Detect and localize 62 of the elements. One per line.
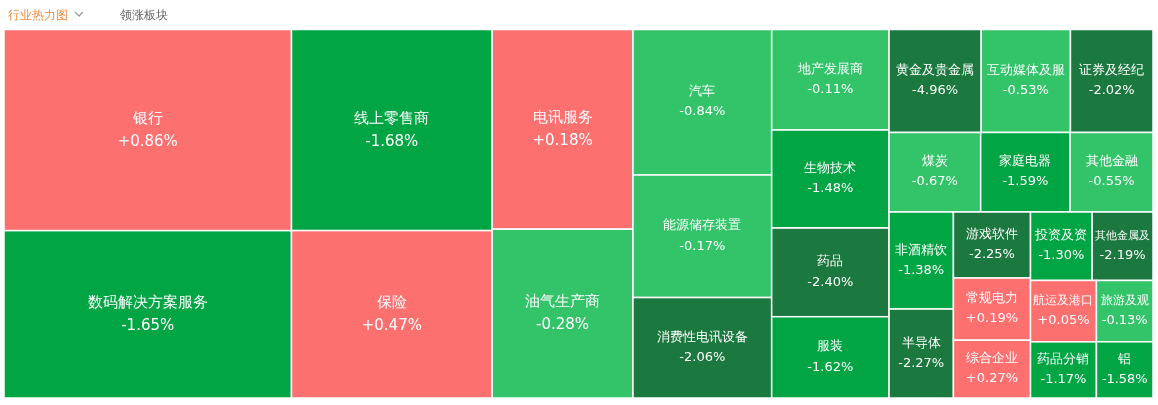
- data-label: +0.19%: [965, 310, 1019, 326]
- category-label: 数码解决方案服务: [87, 292, 208, 311]
- category-label: 半导体: [901, 334, 941, 350]
- category-label: 地产发展商: [796, 60, 863, 76]
- data-label: -1.38%: [898, 261, 945, 277]
- category-label: 证券及经纪: [1079, 62, 1145, 78]
- data-label: +0.86%: [117, 131, 178, 150]
- data-label: -0.28%: [536, 315, 590, 334]
- category-label: 电讯服务: [532, 107, 593, 126]
- data-label: -1.58%: [1101, 371, 1148, 387]
- category-label: 银行: [131, 108, 163, 127]
- data-label: -4.96%: [912, 82, 959, 98]
- data-label: -1.59%: [1002, 173, 1049, 189]
- data-label: -1.48%: [807, 180, 854, 196]
- data-label: +0.18%: [532, 131, 593, 150]
- data-label: -2.02%: [1088, 82, 1135, 98]
- category-label: 投资及资: [1034, 227, 1088, 243]
- data-label: -0.53%: [1002, 82, 1049, 98]
- category-label: 生物技术: [804, 160, 857, 176]
- category-label: 非酒精饮: [895, 241, 948, 257]
- data-label: -1.30%: [1038, 247, 1085, 263]
- category-label: 药品: [817, 253, 844, 269]
- category-label: 油气生产商: [525, 292, 601, 311]
- data-label: -1.17%: [1040, 371, 1087, 387]
- category-label: 家庭电器: [999, 153, 1052, 169]
- category-label: 消费性电讯设备: [656, 328, 748, 344]
- category-label: 综合企业: [965, 350, 1018, 366]
- data-label: -0.17%: [679, 237, 726, 253]
- category-label: 能源储存装置: [663, 217, 742, 233]
- data-label: +0.27%: [965, 370, 1019, 386]
- category-label: 其他金属及: [1095, 228, 1151, 242]
- category-label: 汽车: [689, 83, 716, 99]
- category-label: 游戏软件: [965, 226, 1018, 242]
- data-label: -2.40%: [807, 273, 854, 289]
- category-label: 黄金及贵金属: [896, 62, 975, 78]
- category-label: 保险: [376, 292, 407, 311]
- text: 领涨板块: [120, 7, 168, 22]
- data-label: -2.27%: [898, 354, 945, 370]
- category-label: 航运及港口: [1033, 293, 1094, 308]
- data-label: -0.13%: [1101, 312, 1148, 328]
- data-label: +0.47%: [361, 316, 422, 335]
- category-label: 服装: [817, 338, 844, 354]
- data-label: -1.65%: [121, 316, 175, 335]
- category-label: 其他金融: [1085, 153, 1138, 169]
- data-label: -1.62%: [807, 358, 854, 374]
- data-label: -1.68%: [365, 131, 419, 150]
- category-label: 互动媒体及服: [986, 62, 1065, 78]
- data-label: -2.06%: [679, 349, 726, 365]
- category-label: 常规电力: [965, 290, 1018, 306]
- data-label: -0.55%: [1088, 173, 1135, 189]
- data-label: -0.67%: [911, 173, 958, 189]
- category-label: 旅游及观: [1100, 292, 1149, 308]
- category-label: 药品分销: [1037, 351, 1090, 367]
- data-label: +0.05%: [1037, 312, 1090, 328]
- category-label: 煤炭: [921, 153, 948, 169]
- data-label: -0.84%: [679, 103, 726, 119]
- data-label: -2.19%: [1099, 247, 1146, 263]
- data-label: -0.11%: [807, 81, 854, 96]
- data-label: -2.25%: [968, 246, 1015, 262]
- text: 行业热力图: [8, 7, 68, 22]
- category-label: 铝: [1117, 350, 1132, 366]
- category-label: 线上零售商: [354, 108, 430, 127]
